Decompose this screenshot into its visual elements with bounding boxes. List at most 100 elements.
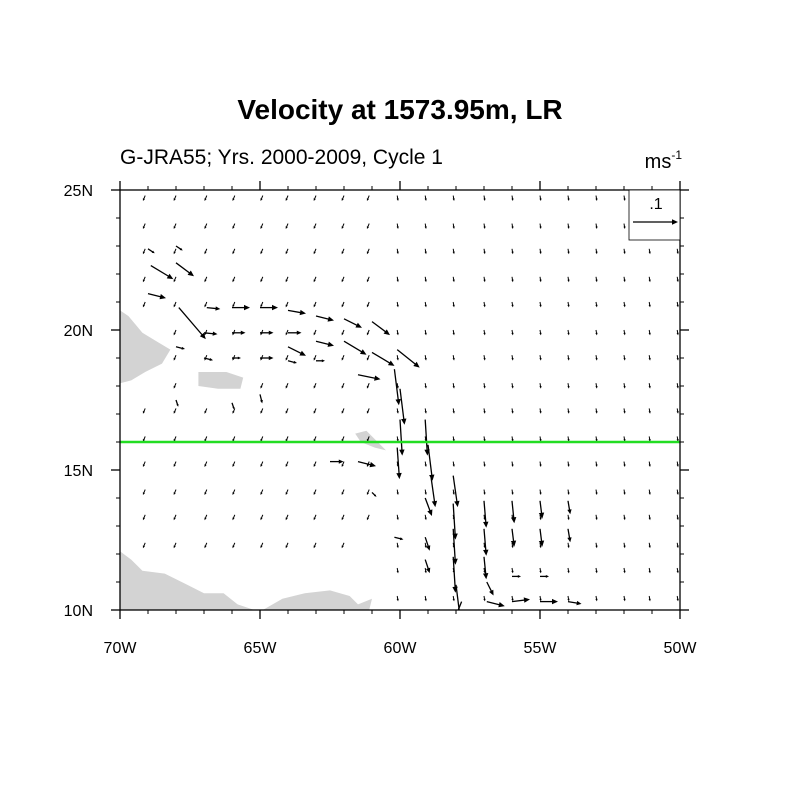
grid-vector-head xyxy=(539,492,542,495)
grid-vector xyxy=(366,223,370,229)
grid-vector-head xyxy=(623,545,626,549)
grid-vector-head xyxy=(142,251,145,255)
grid-vector xyxy=(511,408,514,414)
grid-vector xyxy=(341,514,345,521)
grid-vector-head xyxy=(452,226,455,229)
velocity-vector-shaft xyxy=(315,315,331,321)
velocity-vector xyxy=(206,306,221,311)
grid-vector-head xyxy=(396,598,399,602)
grid-vector-head xyxy=(539,357,542,361)
velocity-vector-head xyxy=(321,359,325,363)
velocity-vector-shaft xyxy=(399,419,403,453)
grid-vector xyxy=(567,355,570,361)
velocity-vector-shaft xyxy=(427,444,433,478)
land-mass xyxy=(120,310,171,384)
grid-vector xyxy=(511,489,514,495)
grid-vector xyxy=(511,276,514,283)
grid-vector xyxy=(623,489,626,495)
grid-vector xyxy=(341,408,345,414)
grid-vector xyxy=(648,595,651,602)
grid-vector xyxy=(676,355,679,361)
grid-vector-head xyxy=(595,492,598,495)
grid-vector-head xyxy=(285,226,288,229)
velocity-vector xyxy=(287,309,306,316)
grid-vector xyxy=(142,461,146,467)
grid-vector-head xyxy=(142,279,145,283)
grid-vector xyxy=(313,514,317,521)
grid-vector xyxy=(173,514,177,521)
grid-vector-head xyxy=(142,411,145,414)
grid-vector xyxy=(567,276,570,283)
grid-vector xyxy=(232,301,236,308)
grid-vector xyxy=(567,461,570,467)
grid-vector xyxy=(623,329,626,336)
grid-vector-head xyxy=(595,570,598,574)
y-axis: 10N 15N 20N 25N xyxy=(64,183,689,620)
grid-vector-head xyxy=(424,598,427,602)
velocity-vector xyxy=(260,330,274,335)
grid-vector-head xyxy=(260,304,263,308)
grid-vector-head xyxy=(623,279,626,283)
grid-vector-head xyxy=(396,492,399,495)
grid-vector xyxy=(313,355,317,361)
velocity-vector-head xyxy=(552,598,558,605)
reference-vector-label: .1 xyxy=(649,196,662,213)
velocity-vector-shaft xyxy=(371,321,388,334)
grid-vector-head xyxy=(539,517,542,521)
land-mass xyxy=(120,551,255,610)
velocity-vector xyxy=(452,475,460,508)
grid-vector-head xyxy=(204,464,207,467)
x-tick-label: 60W xyxy=(384,640,418,657)
grid-vector-head xyxy=(285,464,288,467)
grid-vector xyxy=(676,514,679,521)
grid-vector-head xyxy=(452,332,455,336)
grid-vector-head xyxy=(260,411,263,414)
velocity-vector-head xyxy=(373,494,377,497)
grid-vector xyxy=(173,489,177,495)
grid-vector xyxy=(260,301,264,308)
grid-vector-head xyxy=(623,517,626,521)
grid-vector xyxy=(396,248,399,255)
grid-vector-head xyxy=(341,198,344,201)
grid-vector xyxy=(623,223,626,229)
grid-vector-head xyxy=(539,545,542,549)
grid-vector-head xyxy=(567,385,570,389)
velocity-vector-shaft xyxy=(483,528,487,553)
grid-vector-head xyxy=(511,464,514,467)
land-layer xyxy=(120,310,386,610)
grid-vector xyxy=(452,461,455,467)
grid-vector-head xyxy=(567,517,570,521)
velocity-vector-head xyxy=(413,361,420,368)
grid-vector-head xyxy=(142,198,145,201)
velocity-vector xyxy=(315,340,334,347)
grid-vector-head xyxy=(483,226,486,229)
grid-vector xyxy=(511,355,514,361)
grid-vector-head xyxy=(173,332,176,336)
velocity-vector-head xyxy=(187,270,194,277)
grid-vector xyxy=(173,542,177,549)
grid-vector-head xyxy=(623,385,626,389)
grid-vector-head xyxy=(204,517,207,521)
grid-vector-head xyxy=(424,411,427,414)
grid-vector xyxy=(424,595,427,602)
grid-vector xyxy=(204,301,208,308)
velocity-vector-head xyxy=(240,330,246,335)
grid-vector xyxy=(511,461,514,467)
grid-vector xyxy=(648,301,651,308)
grid-vector xyxy=(539,489,542,495)
velocity-vector-shaft xyxy=(452,528,456,562)
grid-vector xyxy=(452,329,455,336)
velocity-vector xyxy=(510,500,517,524)
grid-vector-head xyxy=(285,279,288,283)
grid-vector-head xyxy=(539,226,542,229)
grid-vector-head xyxy=(648,279,651,283)
grid-vector-head xyxy=(341,304,344,308)
grid-vector-head xyxy=(567,279,570,283)
land-mass xyxy=(355,430,386,451)
grid-vector xyxy=(285,514,289,521)
grid-vector-head xyxy=(452,492,455,495)
velocity-vector-shaft xyxy=(357,460,373,466)
grid-vector-head xyxy=(648,304,651,308)
grid-vector-head xyxy=(396,304,399,308)
velocity-vector-shaft xyxy=(343,318,360,327)
